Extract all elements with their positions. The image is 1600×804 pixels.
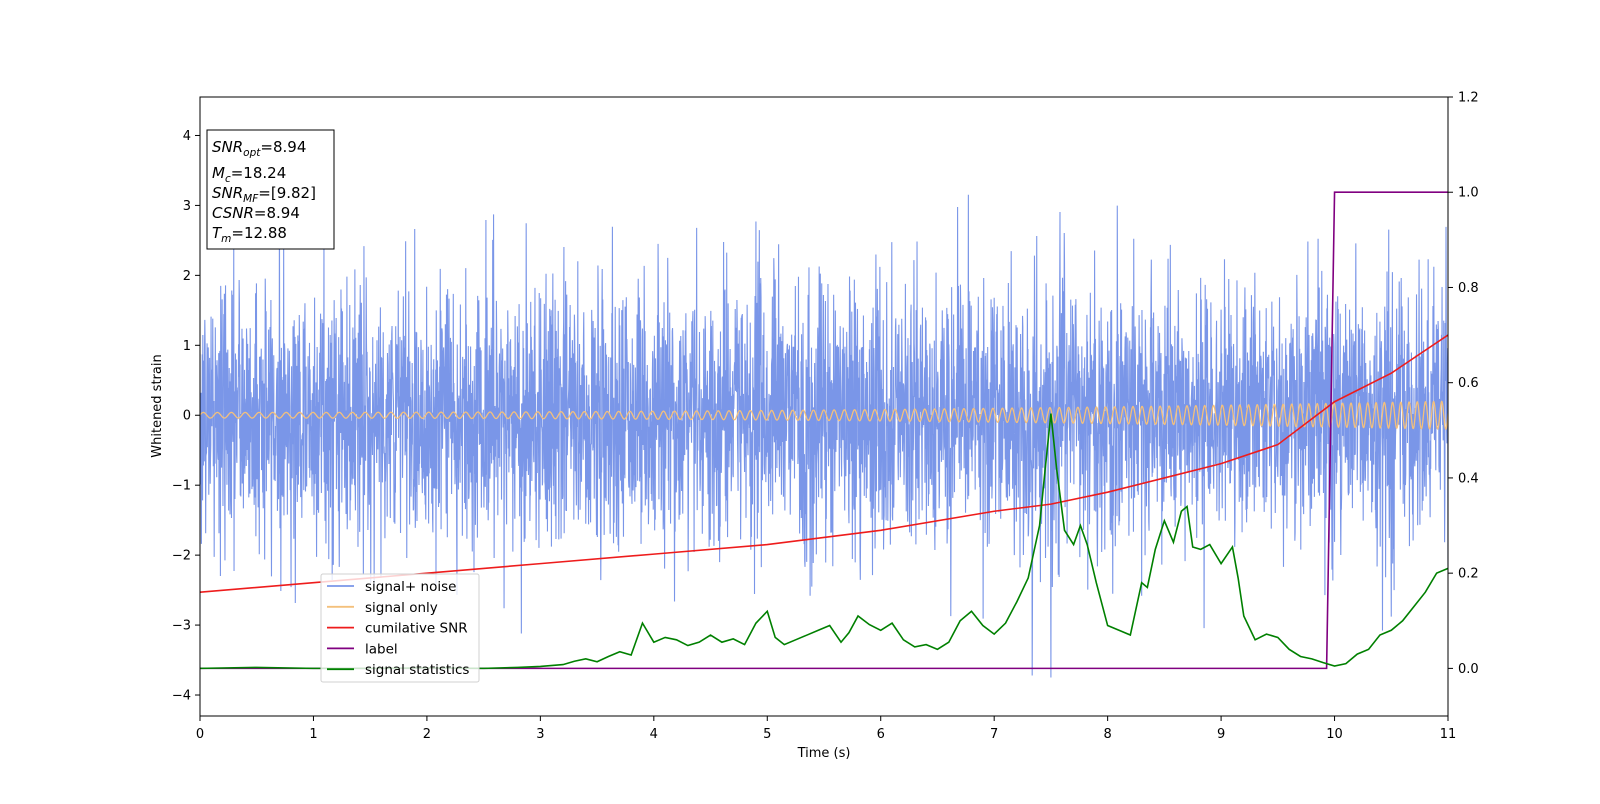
y-left-tick-label: 4 — [183, 129, 191, 144]
legend-label: signal statistics — [365, 662, 469, 678]
x-tick-label: 4 — [650, 727, 658, 742]
y-right-tick-label: 0.0 — [1458, 662, 1479, 677]
annotation-line: SNRopt=8.94 — [212, 138, 306, 159]
legend-label: cumilative SNR — [365, 621, 468, 637]
stats-annotation-box: SNRopt=8.94 Mc=18.24SNRMF=[9.82]CSNR=8.94… — [206, 129, 335, 250]
legend-frame — [320, 573, 480, 683]
y-left-tick-label: −3 — [172, 619, 191, 634]
y-right-tick-label: 0.6 — [1458, 376, 1479, 391]
y-right-tick-label: 0.2 — [1458, 567, 1479, 582]
x-tick-label: 8 — [1103, 727, 1111, 742]
y-axis-label: Whitened strain — [150, 354, 165, 457]
x-tick-label: 1 — [309, 727, 317, 742]
y-left-tick-label: −2 — [172, 549, 191, 564]
x-tick-label: 9 — [1217, 727, 1225, 742]
legend-label: label — [365, 641, 398, 657]
x-tick-label: 6 — [877, 727, 885, 742]
y-left-tick-label: 3 — [183, 199, 191, 214]
y-left-tick-label: 1 — [183, 339, 191, 354]
annotation-line: CSNR=8.94 — [212, 204, 300, 222]
y-left-tick-label: 2 — [183, 269, 191, 284]
series-label — [200, 191, 1448, 670]
annotation-line: Tm=12.88 — [212, 224, 287, 245]
plot-area — [200, 191, 1448, 678]
y-right-tick-label: 1.2 — [1458, 91, 1479, 106]
y-left-tick-label: −1 — [172, 479, 191, 494]
series-cumilative-snr — [200, 334, 1448, 593]
legend-label: signal+ noise — [365, 579, 456, 595]
x-tick-label: 5 — [763, 727, 771, 742]
x-axis-label: Time (s) — [797, 746, 851, 761]
x-tick-label: 11 — [1440, 727, 1457, 742]
axes-frame — [199, 96, 1449, 717]
y-right-tick-label: 0.8 — [1458, 281, 1479, 296]
axis-ticks: 0 1 2 3 4 5 6 7 8 9 10 11 −4 −3 −2 −1 0 1 2 3 4 0.0 0.2 0.4 0.6 0… — [172, 91, 1479, 743]
annotation-frame — [206, 129, 335, 250]
legend: signal+ noise signal only cumilative SNR la… — [320, 573, 480, 683]
annotation-line: SNRMF=[9.82] — [212, 184, 316, 205]
y-right-tick-label: 0.4 — [1458, 471, 1479, 486]
series-signal-noise — [200, 194, 1448, 678]
y-left-tick-label: −4 — [172, 689, 191, 704]
x-tick-label: 7 — [990, 727, 998, 742]
x-tick-label: 3 — [536, 727, 544, 742]
x-tick-label: 2 — [423, 727, 431, 742]
legend-label: signal only — [365, 600, 438, 616]
series-signal-only — [200, 400, 1448, 430]
annotation-line: Mc=18.24 — [212, 164, 286, 185]
x-tick-label: 0 — [196, 727, 204, 742]
y-right-tick-label: 1.0 — [1458, 186, 1479, 201]
series-signal-statistics — [200, 413, 1448, 670]
y-left-tick-label: 0 — [183, 409, 191, 424]
x-tick-label: 10 — [1326, 727, 1343, 742]
